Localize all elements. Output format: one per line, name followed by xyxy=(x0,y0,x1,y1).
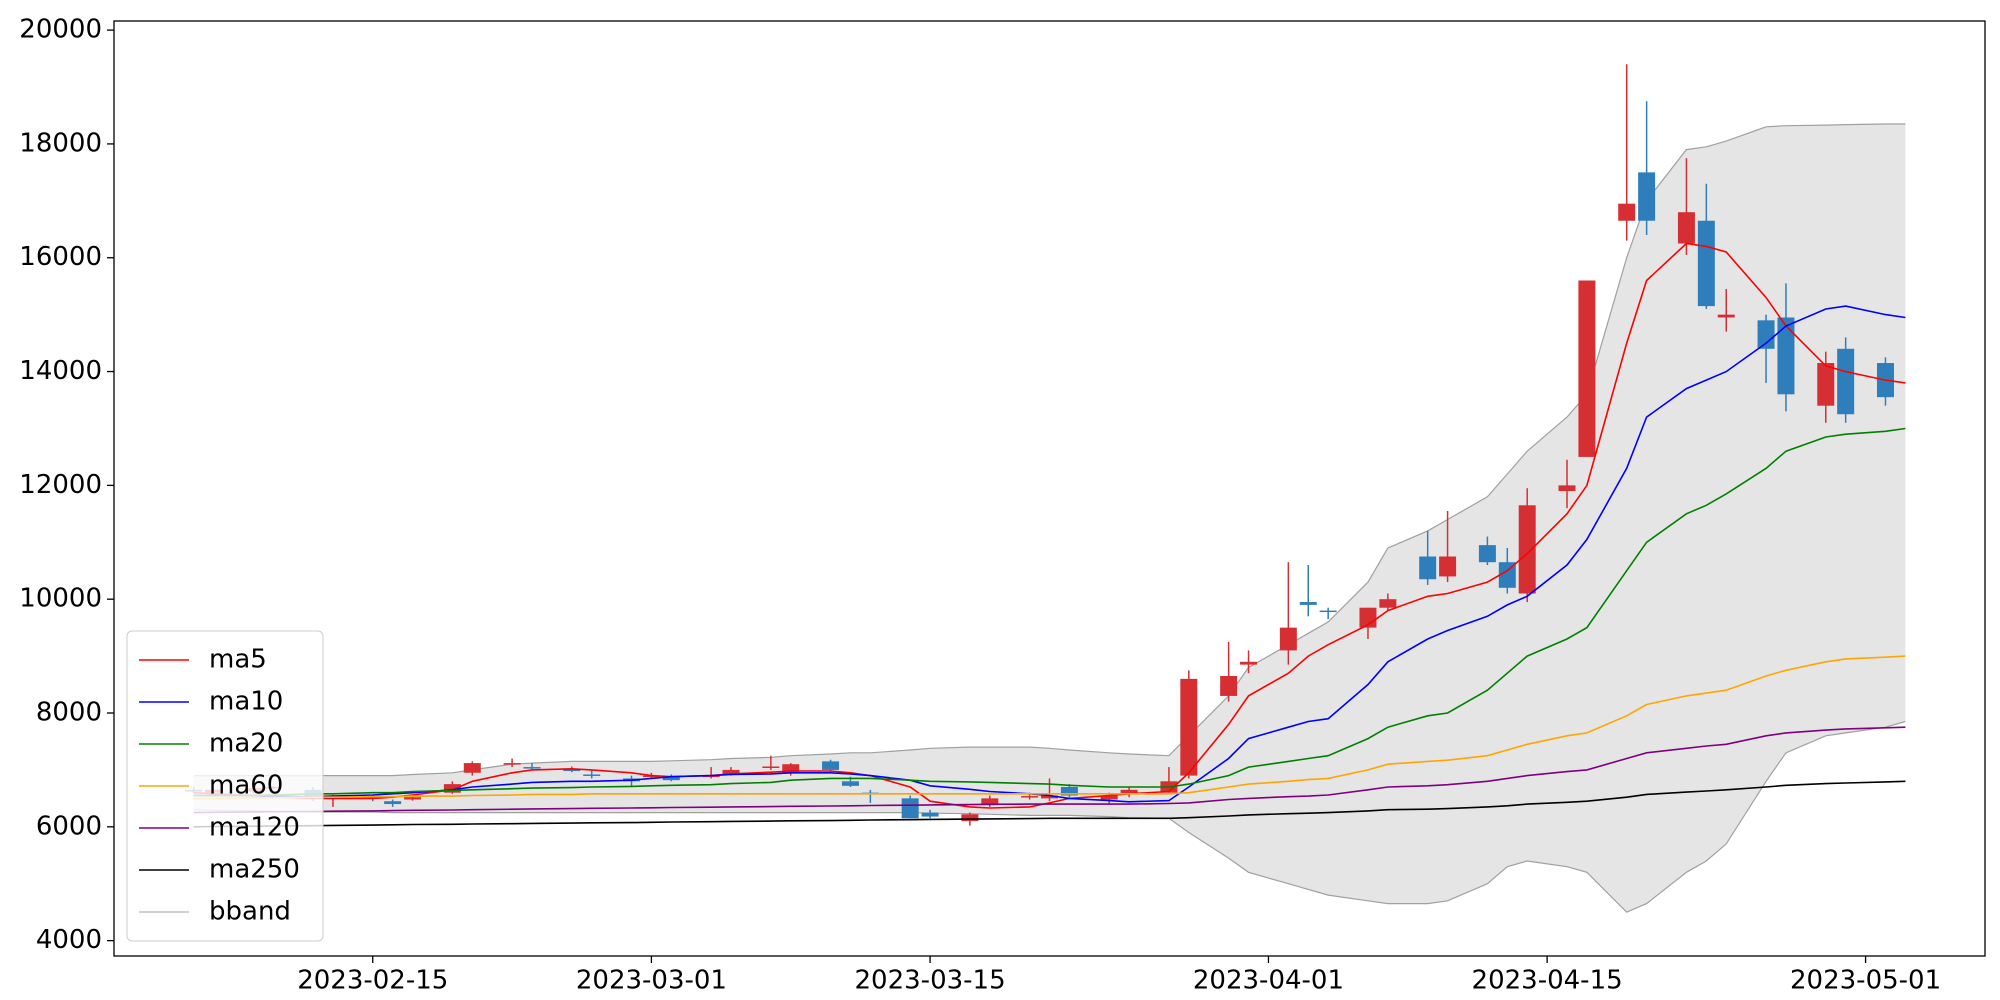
candle-body xyxy=(1379,599,1397,608)
candle-body xyxy=(1060,786,1078,796)
y-tick-label: 8000 xyxy=(36,698,102,728)
legend: ma5 ma10 ma20 ma60 ma120 ma250 bband xyxy=(126,630,324,942)
legend-label: ma60 xyxy=(209,771,283,801)
candle-body xyxy=(1319,610,1337,613)
candle-body xyxy=(901,798,919,819)
candle-body xyxy=(841,781,859,786)
candle-body xyxy=(981,798,999,806)
y-tick-label: 16000 xyxy=(19,242,102,272)
candle-body xyxy=(722,769,740,775)
candle-body xyxy=(1439,556,1457,577)
candle-body xyxy=(1677,212,1695,244)
candle-body xyxy=(921,812,939,817)
candle-body xyxy=(1837,348,1855,415)
legend-label: ma120 xyxy=(209,813,300,843)
ma-line xyxy=(193,242,1906,809)
legend-label: ma10 xyxy=(209,687,283,717)
y-tick-label: 10000 xyxy=(19,584,102,614)
candle-body xyxy=(1558,485,1576,492)
candle-body xyxy=(463,763,481,773)
band-area xyxy=(193,124,1906,913)
candle-body xyxy=(1717,314,1735,318)
candle-body xyxy=(1419,556,1437,580)
candle-body xyxy=(1618,203,1636,221)
candle-body xyxy=(1638,172,1656,221)
y-tick-label: 18000 xyxy=(19,128,102,158)
y-tick-label: 20000 xyxy=(19,15,102,45)
candle-body xyxy=(404,797,422,800)
candle-body xyxy=(563,768,581,772)
candle-body xyxy=(662,776,680,781)
legend-label: bband xyxy=(209,897,291,927)
candle-body xyxy=(583,774,601,776)
ma-line xyxy=(193,305,1906,803)
ma-line xyxy=(193,726,1906,814)
candle-body xyxy=(1279,627,1297,651)
candle-body xyxy=(1578,280,1596,457)
candle-body xyxy=(443,784,461,793)
ma-line xyxy=(193,780,1906,828)
x-tick-label: 2023-03-15 xyxy=(855,966,1006,996)
x-tick-label: 2023-03-01 xyxy=(576,966,727,996)
candle-body xyxy=(1220,676,1238,696)
band-edge xyxy=(193,720,1906,913)
candle-body xyxy=(1757,320,1775,349)
candle-body xyxy=(384,801,402,805)
candle-body xyxy=(1021,796,1039,798)
candle-body xyxy=(1697,220,1715,307)
plot-frame xyxy=(113,20,1986,957)
candle-body xyxy=(1240,661,1258,665)
candle-body xyxy=(1817,363,1835,406)
x-tick-label: 2023-04-15 xyxy=(1472,966,1623,996)
candle-body xyxy=(1100,795,1118,800)
candle-body xyxy=(1478,545,1496,563)
candle-body xyxy=(961,814,979,822)
y-tick-label: 12000 xyxy=(19,470,102,500)
x-tick-label: 2023-04-01 xyxy=(1193,966,1344,996)
candle-body xyxy=(1180,678,1198,776)
candle-body xyxy=(1041,795,1058,799)
candle-body xyxy=(1120,789,1138,794)
y-tick-label: 6000 xyxy=(36,811,102,841)
candle-body xyxy=(1498,562,1516,588)
ma-line xyxy=(193,427,1906,797)
x-tick-label: 2023-02-15 xyxy=(297,966,448,996)
legend-label: ma250 xyxy=(209,855,300,885)
candle-body xyxy=(1518,505,1536,594)
candle-body xyxy=(782,764,800,773)
candle-body xyxy=(822,761,840,770)
candle-body xyxy=(1299,602,1317,605)
legend-box xyxy=(126,630,324,942)
legend-label: ma5 xyxy=(209,645,267,675)
y-tick-label: 4000 xyxy=(36,925,102,955)
y-tick-label: 14000 xyxy=(19,356,102,386)
candle-body xyxy=(762,766,780,768)
ma-line xyxy=(193,655,1906,800)
x-tick-label: 2023-05-01 xyxy=(1790,966,1941,996)
legend-label: ma20 xyxy=(209,729,283,759)
candle-body xyxy=(523,767,541,769)
candle-body xyxy=(503,763,521,765)
candle-body xyxy=(1777,317,1795,395)
